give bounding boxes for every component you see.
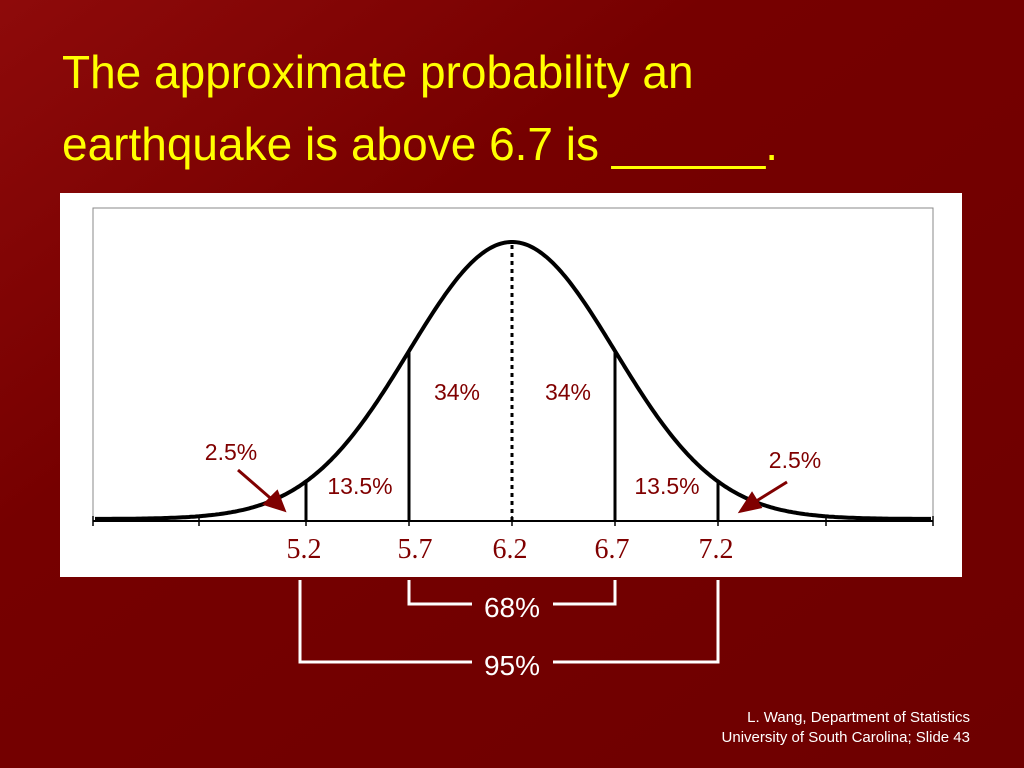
region-label: 2.5% <box>205 439 257 465</box>
region-label: 34% <box>434 379 480 405</box>
region-label: 2.5% <box>769 447 821 473</box>
x-label: 6.2 <box>493 534 528 565</box>
bracket-68 <box>553 580 617 606</box>
normal-curve <box>95 240 931 521</box>
arrows <box>237 468 788 514</box>
x-label: 6.7 <box>595 534 630 565</box>
bracket-label: 68% <box>484 592 540 623</box>
bracket-label: 95% <box>484 650 540 681</box>
footer-line: University of South Carolina; Slide 43 <box>722 729 970 746</box>
arrow-head <box>737 491 763 514</box>
arrow-head <box>262 489 287 513</box>
region-label: 34% <box>545 379 591 405</box>
x-label: 7.2 <box>699 534 734 565</box>
brackets <box>298 580 720 664</box>
title-line: The approximate probability an <box>62 46 694 98</box>
bracket-68 <box>407 580 472 606</box>
bracket-95 <box>298 580 472 664</box>
region-label: 13.5% <box>327 473 392 499</box>
normal-curve-group <box>92 240 934 526</box>
region-label: 13.5% <box>634 473 699 499</box>
title-line: earthquake is above 6.7 is ______. <box>62 118 778 170</box>
bracket-95 <box>553 580 720 664</box>
x-label: 5.2 <box>287 534 322 565</box>
footer-line: L. Wang, Department of Statistics <box>747 709 970 726</box>
x-label: 5.7 <box>398 534 433 565</box>
